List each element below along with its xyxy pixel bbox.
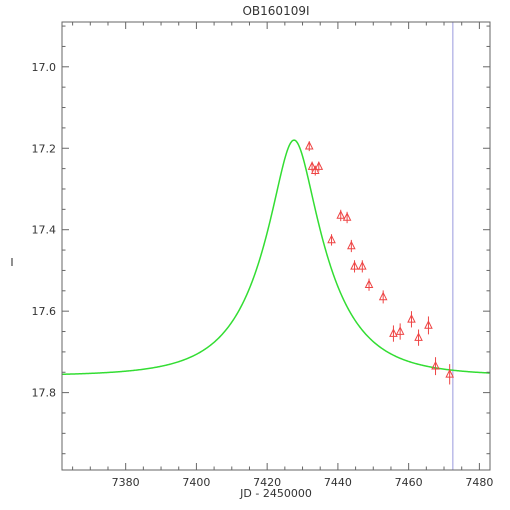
x-axis-label: JD - 2450000 bbox=[239, 487, 312, 500]
triangle-marker bbox=[424, 320, 433, 329]
data-point bbox=[431, 357, 440, 376]
data-point bbox=[364, 278, 374, 291]
x-tick-label: 7480 bbox=[465, 476, 493, 489]
data-point bbox=[342, 211, 352, 224]
data-point bbox=[327, 234, 336, 246]
triangle-marker bbox=[304, 140, 314, 150]
data-point bbox=[310, 165, 320, 176]
data-point bbox=[389, 325, 398, 342]
x-tick-label: 7400 bbox=[182, 476, 210, 489]
triangle-marker bbox=[336, 210, 346, 219]
data-point bbox=[445, 364, 454, 385]
data-point bbox=[424, 316, 433, 335]
y-tick-label: 17.2 bbox=[32, 142, 57, 155]
chart-title: OB160109I bbox=[242, 4, 309, 18]
triangle-marker bbox=[445, 368, 454, 378]
data-point bbox=[378, 290, 388, 304]
axes: 7380 7400 7420 7440 7460 7480 17.0 17.2 17.4 17.6… bbox=[32, 21, 493, 489]
data-point bbox=[414, 329, 423, 346]
x-tick-label: 7440 bbox=[324, 476, 352, 489]
triangle-marker bbox=[307, 161, 317, 170]
y-tick-label: 17.8 bbox=[32, 387, 57, 400]
y-axis-label: I bbox=[10, 256, 13, 269]
data-point bbox=[347, 239, 356, 253]
data-point bbox=[395, 323, 405, 340]
plot-area bbox=[61, 22, 491, 470]
x-tick-label: 7460 bbox=[395, 476, 423, 489]
plot-frame bbox=[61, 21, 491, 471]
data-point bbox=[304, 140, 314, 152]
y-tick-label: 17.0 bbox=[32, 61, 57, 74]
triangle-marker bbox=[327, 234, 336, 244]
data-point bbox=[357, 260, 367, 273]
triangle-marker bbox=[431, 360, 440, 370]
triangle-marker bbox=[378, 291, 388, 301]
y-tick-label: 17.4 bbox=[32, 224, 57, 237]
triangle-marker bbox=[389, 328, 398, 337]
triangle-marker bbox=[314, 161, 324, 170]
triangle-marker bbox=[357, 261, 367, 270]
model-curve bbox=[61, 139, 491, 376]
triangle-marker bbox=[364, 279, 374, 288]
y-tick-label: 17.6 bbox=[32, 305, 57, 318]
triangle-marker bbox=[310, 165, 320, 174]
data-point bbox=[350, 260, 359, 273]
data-point bbox=[314, 161, 324, 172]
triangle-marker bbox=[407, 313, 416, 323]
x-tick-label: 7420 bbox=[253, 476, 281, 489]
triangle-marker bbox=[342, 212, 352, 221]
triangle-marker bbox=[395, 326, 405, 335]
triangle-marker bbox=[350, 261, 359, 270]
triangle-marker bbox=[347, 240, 356, 250]
data-point bbox=[336, 209, 346, 222]
triangle-marker bbox=[414, 332, 423, 341]
data-point bbox=[407, 311, 416, 328]
x-tick-label: 7380 bbox=[112, 476, 140, 489]
data-point bbox=[307, 161, 317, 172]
